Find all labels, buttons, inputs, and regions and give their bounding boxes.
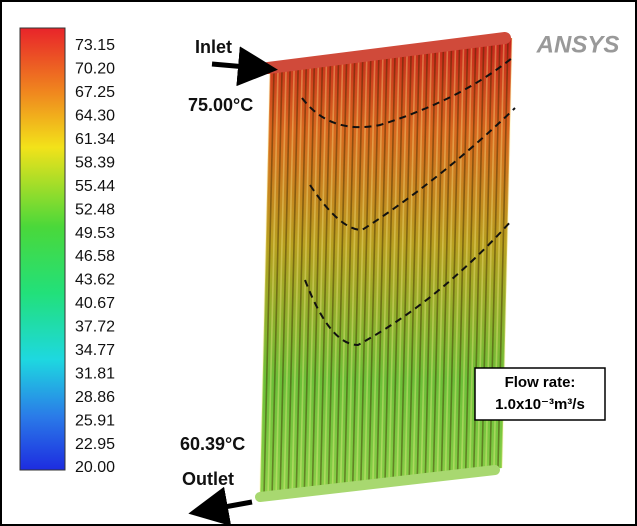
colorbar-label: 67.25 <box>75 84 115 101</box>
colorbar-label: 31.81 <box>75 365 115 382</box>
colorbar-label: 61.34 <box>75 131 115 148</box>
colorbar-label: 28.86 <box>75 389 115 406</box>
colorbar-label: 40.67 <box>75 295 115 312</box>
colorbar-label: 52.48 <box>75 201 115 218</box>
colorbar-label: 58.39 <box>75 154 115 171</box>
outlet-arrow <box>208 502 252 510</box>
flow-rate-label: Flow rate: <box>505 374 576 391</box>
outlet-label: Outlet <box>182 469 234 489</box>
inlet-temperature: 75.00°C <box>188 95 253 115</box>
outlet-temperature: 60.39°C <box>180 434 245 454</box>
colorbar <box>20 28 65 470</box>
figure: 73.15 70.20 67.25 64.30 61.34 58.39 55.44 52.48… <box>0 0 637 526</box>
flow-rate-value: 1.0x10⁻³m³/s <box>495 396 585 413</box>
colorbar-label: 49.53 <box>75 225 115 242</box>
colorbar-label: 55.44 <box>75 178 115 195</box>
fins <box>260 38 512 495</box>
colorbar-label: 20.00 <box>75 459 115 476</box>
logo: ANSYS <box>536 31 620 58</box>
colorbar-label: 22.95 <box>75 436 115 453</box>
colorbar-label: 25.91 <box>75 412 115 429</box>
colorbar-label: 43.62 <box>75 272 115 289</box>
colorbar-label: 64.30 <box>75 108 115 125</box>
colorbar-label: 46.58 <box>75 248 115 265</box>
colorbar-label: 70.20 <box>75 61 115 78</box>
inlet-arrow <box>212 64 258 68</box>
colorbar-label: 73.15 <box>75 37 115 54</box>
colorbar-label: 37.72 <box>75 319 115 336</box>
colorbar-label: 34.77 <box>75 342 115 359</box>
inlet-label: Inlet <box>195 37 232 57</box>
